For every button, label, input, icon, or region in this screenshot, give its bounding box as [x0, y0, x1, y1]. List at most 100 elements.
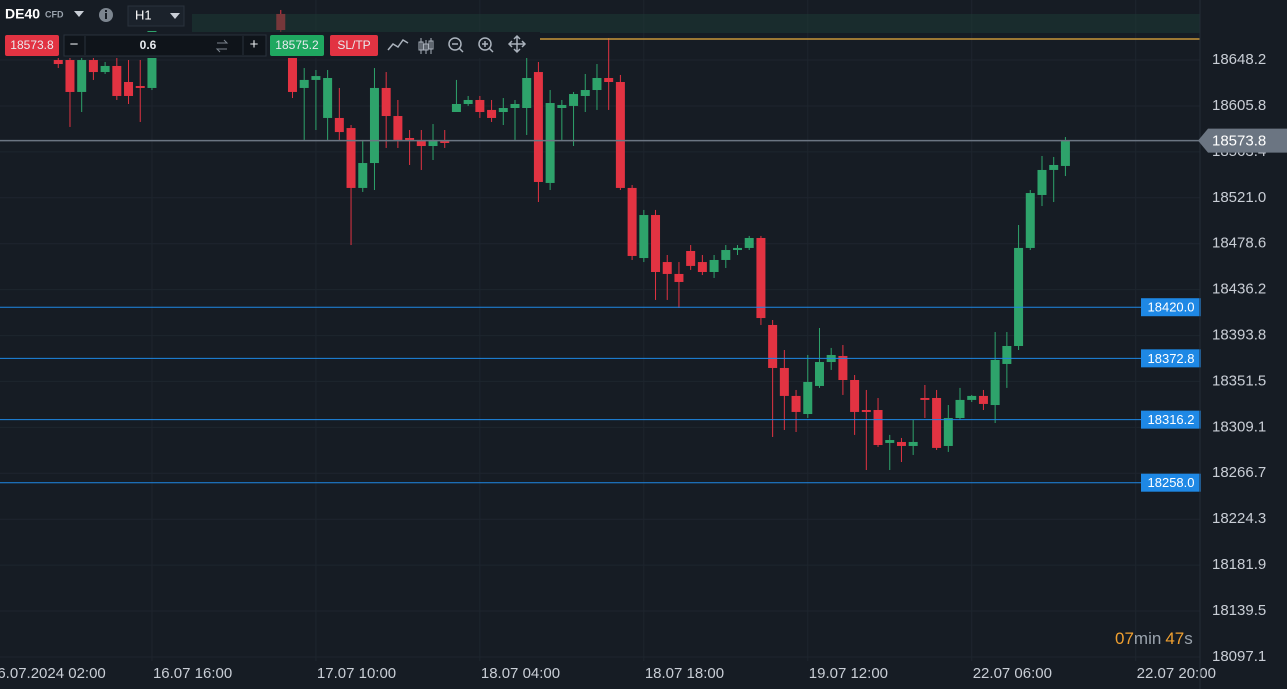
countdown: 07min 47s	[1115, 629, 1193, 648]
candles	[53, 9, 1070, 471]
candle-body	[791, 395, 801, 412]
countdown-minutes: 07	[1115, 629, 1134, 648]
countdown-seconds: 47	[1165, 629, 1184, 648]
candle-body	[475, 99, 485, 113]
candle-body	[53, 60, 63, 65]
candle-body	[967, 395, 977, 400]
candle-body	[978, 395, 988, 404]
candle-body	[569, 94, 579, 106]
candle-body	[920, 397, 930, 400]
candle-chart-icon[interactable]	[418, 38, 434, 54]
candle-body	[768, 324, 778, 368]
line-chart-icon[interactable]	[387, 39, 409, 51]
candle-body	[697, 262, 707, 273]
candle-body	[1014, 247, 1024, 346]
candle-body	[287, 55, 297, 92]
candle-body	[721, 250, 731, 260]
candle-body	[311, 76, 321, 80]
sell-price: 18573.8	[10, 38, 54, 52]
pan-icon[interactable]	[507, 34, 527, 54]
price-line-label: 18258.0	[1148, 475, 1195, 490]
candle-body	[662, 262, 672, 274]
candle-body	[533, 72, 543, 182]
volume: 0.6	[140, 38, 157, 52]
x-tick-label: 22.07 20:00	[1137, 665, 1216, 682]
zoom-out-icon[interactable]	[448, 37, 462, 51]
candle-body	[346, 128, 356, 188]
candle-body	[451, 103, 461, 113]
y-tick-label: 18436.2	[1212, 281, 1266, 298]
sell-button[interactable]	[5, 35, 59, 56]
plus-button[interactable]: +	[250, 36, 259, 53]
candle-body	[709, 259, 719, 273]
dropdown-arrow[interactable]	[74, 11, 84, 17]
timeframe-select[interactable]	[127, 5, 185, 27]
y-tick-label: 18266.7	[1212, 464, 1266, 481]
candle-body	[908, 441, 918, 446]
candle-body	[615, 82, 625, 188]
candle-body	[510, 103, 520, 109]
volume-input[interactable]	[63, 34, 267, 57]
x-tick-label: 18.07 18:00	[645, 665, 724, 682]
instrument-type: CFD	[45, 9, 64, 19]
price-lines: 18420.0 18372.8 18316.2 18258.0	[0, 38, 1201, 492]
candle-body	[1060, 140, 1070, 166]
candle-body	[393, 116, 403, 140]
candle-body	[838, 355, 848, 381]
x-tick-label: 16.07 16:00	[153, 665, 232, 682]
dropdown-arrow[interactable]	[170, 13, 180, 19]
symbol[interactable]: DE40	[5, 6, 40, 22]
zoom-in-glyph	[482, 41, 494, 53]
y-tick-label: 18097.1	[1212, 648, 1266, 665]
candle-body	[627, 187, 637, 256]
buy-button[interactable]	[270, 35, 324, 56]
candle-body	[955, 399, 965, 419]
x-tick-label: 22.07 06:00	[973, 665, 1052, 682]
y-tick-label: 18224.3	[1212, 510, 1266, 527]
candle-body	[873, 410, 883, 445]
candle-body	[428, 139, 438, 147]
price-line-tag	[1141, 473, 1201, 492]
candle-body	[651, 215, 661, 273]
candle-body	[416, 139, 426, 147]
price-line-label: 18372.8	[1148, 351, 1195, 366]
candle-body	[522, 77, 532, 109]
price-line-tag	[1141, 410, 1201, 429]
zoom-out-glyph	[452, 43, 464, 53]
price-line-tag	[1141, 349, 1201, 368]
candle-body	[756, 237, 766, 319]
candle-body	[112, 65, 122, 96]
candle-body	[990, 359, 1000, 406]
current-price-tag	[1198, 128, 1287, 153]
sltp-button[interactable]	[330, 35, 378, 56]
candle-body	[487, 109, 497, 118]
candle-body	[334, 117, 344, 133]
countdown-minutes-unit: min	[1134, 629, 1161, 648]
swap-icon[interactable]	[215, 39, 229, 53]
candle-body	[779, 367, 789, 396]
candle-body	[1037, 169, 1047, 195]
candle-body	[463, 99, 473, 104]
y-tick-label: 18393.8	[1212, 327, 1266, 344]
candle-body	[814, 362, 824, 386]
zoom-in-icon[interactable]	[478, 37, 492, 51]
candle-body	[299, 79, 309, 88]
candle-body	[147, 30, 157, 88]
candle-body	[885, 440, 895, 443]
minus-button[interactable]: −	[70, 36, 79, 53]
candle-body	[498, 108, 508, 113]
price-line-label: 18316.2	[1148, 412, 1195, 427]
grid	[0, 0, 1200, 661]
candle-body	[932, 397, 942, 448]
overlay-band	[192, 14, 1200, 33]
candle-body	[850, 380, 860, 412]
y-tick-label: 18648.2	[1212, 51, 1266, 68]
candle-body	[604, 77, 614, 83]
candle-body	[639, 215, 649, 259]
info-glyph	[105, 13, 107, 19]
candle-body	[580, 90, 590, 96]
candle-body	[65, 60, 75, 92]
